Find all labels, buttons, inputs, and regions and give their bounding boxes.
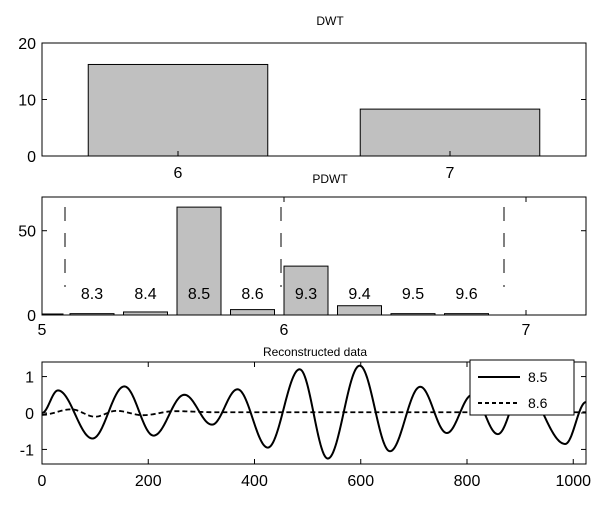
dwt-ytick-label: 0 xyxy=(27,149,36,166)
pdwt-bar-label: 8.3 xyxy=(81,286,103,303)
pdwt-ytick-label: 0 xyxy=(27,308,36,325)
pdwt-bar-label: 8.4 xyxy=(134,286,156,303)
panel-dwt: DWT 6 7 0 10 20 xyxy=(18,14,587,182)
recon-xtick-label: 200 xyxy=(135,473,162,490)
recon-ytick-label: 0 xyxy=(25,406,34,423)
pdwt-bar-9-4 xyxy=(337,305,382,316)
pdwt-bar-label: 9.3 xyxy=(295,286,317,303)
legend-label-8-5: 8.5 xyxy=(528,369,548,385)
pdwt-xtick-label: 7 xyxy=(522,322,531,339)
legend-box xyxy=(469,359,575,416)
pdwt-xtick-label: 6 xyxy=(280,322,289,339)
legend-label-8-6: 8.6 xyxy=(528,395,548,411)
dwt-xtick-label: 6 xyxy=(174,165,183,182)
pdwt-ytick-label: 50 xyxy=(18,224,36,241)
recon-xtick-label: 1000 xyxy=(555,473,591,490)
pdwt-bar-label: 8.6 xyxy=(241,286,263,303)
recon-xtick-label: 800 xyxy=(454,473,481,490)
recon-ytick-label: 1 xyxy=(25,370,34,387)
dwt-bar-6 xyxy=(87,63,269,157)
pdwt-bar-label: 9.4 xyxy=(348,286,370,303)
reconstructed-title: Reconstructed data xyxy=(263,345,367,359)
series-line-8-5 xyxy=(41,364,587,460)
recon-xtick-label: 0 xyxy=(38,473,47,490)
dwt-bar-7 xyxy=(359,108,541,157)
legend: 8.5 8.6 xyxy=(469,359,575,416)
pdwt-bar-label: 9.5 xyxy=(402,286,424,303)
pdwt-bar-8-6 xyxy=(230,309,275,316)
pdwt-title: PDWT xyxy=(312,172,348,186)
recon-ytick-label: -1 xyxy=(20,442,34,459)
panel-pdwt: PDWT 8.3 8.4 8.5 8.6 9.3 9.4 9.5 9.6 5 6 7 0 50 xyxy=(18,172,587,339)
dwt-xtick-label: 7 xyxy=(446,165,455,182)
recon-xtick-label: 400 xyxy=(241,473,268,490)
dwt-title: DWT xyxy=(316,14,344,28)
pdwt-bar-label: 8.5 xyxy=(188,286,210,303)
recon-xtick-label: 600 xyxy=(347,473,374,490)
pdwt-bar-8-5 xyxy=(176,206,222,316)
panel-reconstructed: Reconstructed data 0 200 400 600 800 1000-101… xyxy=(20,345,591,490)
dwt-ytick-label: 20 xyxy=(18,36,36,53)
pdwt-xtick-label: 5 xyxy=(38,322,47,339)
pdwt-bar-label: 9.6 xyxy=(455,286,477,303)
pdwt-axes-box xyxy=(41,196,587,316)
dwt-ytick-label: 10 xyxy=(18,93,36,110)
